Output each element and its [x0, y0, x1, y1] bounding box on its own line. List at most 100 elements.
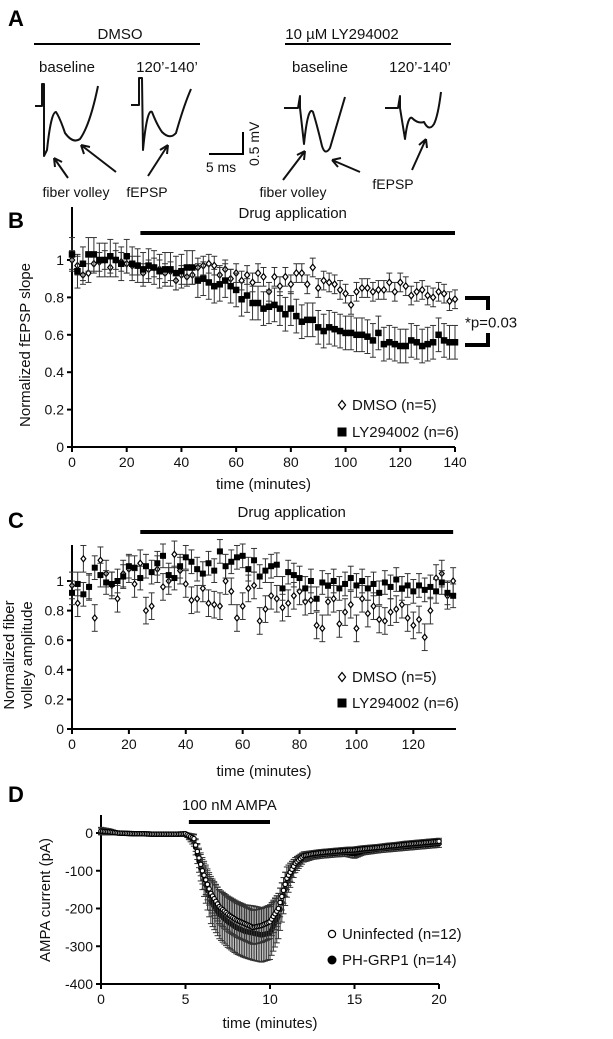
marker-diamond: [313, 621, 320, 630]
marker-square: [243, 292, 251, 299]
marker-square: [282, 310, 289, 318]
marker-diamond: [404, 614, 411, 622]
marker-square: [211, 567, 218, 574]
marker-square: [358, 331, 366, 339]
marker-diamond: [353, 624, 360, 633]
marker-circle-open: [201, 872, 207, 879]
marker-square: [221, 277, 229, 284]
marker-square: [446, 339, 453, 346]
trace-dmso-late: [131, 77, 192, 151]
marker-square: [336, 585, 343, 592]
marker-square: [172, 269, 180, 277]
x-tick-label: 120: [389, 454, 413, 470]
marker-diamond: [370, 602, 377, 611]
marker-square: [205, 560, 212, 567]
marker-square: [145, 262, 152, 269]
y-tick-label: -400: [65, 976, 93, 992]
marker-square: [103, 579, 110, 586]
series-square-filled: [68, 237, 459, 364]
marker-square: [228, 558, 235, 565]
series-diamond-open: [68, 540, 457, 652]
marker-diamond: [337, 399, 347, 411]
marker-diamond: [407, 291, 415, 300]
marker-circle-open: [194, 848, 201, 855]
marker-circle-open: [282, 881, 289, 888]
marker-diamond: [171, 550, 178, 559]
marker-square: [451, 339, 459, 346]
marker-diamond: [418, 285, 426, 295]
marker-square: [279, 585, 286, 592]
marker-square: [80, 591, 87, 598]
marker-square: [167, 266, 174, 273]
marker-square: [391, 340, 399, 348]
marker-diamond: [243, 270, 251, 280]
marker-square: [165, 572, 172, 579]
marker-diamond: [210, 261, 218, 270]
y-tick-label: 0.2: [45, 402, 65, 418]
marker-diamond: [282, 272, 289, 282]
marker-square: [271, 301, 278, 309]
marker-square: [137, 575, 144, 582]
marker-diamond: [320, 276, 328, 285]
marker-square: [347, 575, 354, 582]
marker-square: [123, 253, 130, 260]
marker-diamond: [336, 619, 343, 628]
marker-square: [444, 589, 451, 596]
marker-diamond: [402, 281, 410, 291]
marker-square: [325, 324, 333, 331]
marker-square: [238, 296, 245, 303]
marker-square: [337, 427, 347, 437]
y-tick-label: 0.4: [45, 364, 65, 380]
marker-square: [319, 579, 326, 586]
marker-square: [410, 588, 417, 595]
marker-diamond: [396, 278, 404, 287]
trace-ly-baseline: [284, 95, 346, 153]
label-fepsp-dmso: fEPSP: [126, 184, 167, 200]
marker-square: [232, 286, 240, 294]
marker-diamond: [369, 287, 377, 297]
marker-diamond: [451, 295, 459, 304]
marker-diamond: [211, 600, 218, 609]
marker-square: [156, 267, 163, 275]
marker-diamond: [364, 609, 371, 618]
marker-square: [429, 339, 437, 346]
marker-square: [397, 342, 404, 350]
marker-circle-open: [275, 905, 282, 912]
marker-circle-open: [279, 893, 285, 900]
marker-square: [438, 579, 445, 586]
marker-square: [407, 337, 415, 344]
x-tick-label: 0: [68, 454, 76, 470]
marker-diamond: [358, 594, 366, 603]
y-tick-label: 1: [56, 573, 64, 589]
y-tick-label: 0.6: [45, 327, 65, 343]
marker-diamond: [413, 287, 421, 297]
marker-circle-open: [204, 881, 211, 888]
marker-square: [182, 554, 189, 561]
marker-diamond: [331, 280, 338, 289]
y-tick-label: 0.4: [45, 662, 65, 678]
marker-square: [74, 267, 81, 275]
marker-square: [188, 558, 195, 565]
marker-diamond: [424, 291, 432, 300]
marker-diamond: [324, 597, 332, 606]
marker-diamond: [182, 579, 189, 588]
marker-diamond: [271, 272, 278, 282]
marker-diamond: [429, 293, 437, 302]
marker-square: [298, 318, 306, 325]
marker-square: [347, 329, 355, 337]
marker-diamond: [364, 283, 371, 293]
marker-circle-open: [436, 838, 442, 845]
marker-diamond: [325, 278, 333, 287]
marker-square: [353, 331, 360, 339]
y-axis-label: volley amplitude: [19, 601, 36, 709]
marker-diamond: [260, 272, 267, 282]
panel-a: A DMSO 10 µM LY294002 baseline 120’-140’…: [8, 6, 451, 200]
marker-circle-open: [327, 929, 337, 939]
marker-square: [290, 572, 297, 579]
marker-square: [387, 583, 394, 590]
marker-diamond: [233, 614, 241, 622]
marker-square: [353, 582, 360, 589]
marker-diamond: [222, 577, 229, 585]
marker-square: [418, 342, 426, 350]
